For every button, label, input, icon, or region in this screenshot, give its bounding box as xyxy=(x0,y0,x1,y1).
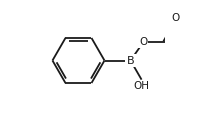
Text: O: O xyxy=(139,37,147,47)
Text: O: O xyxy=(172,13,180,23)
Text: B: B xyxy=(127,56,134,65)
Text: OH: OH xyxy=(134,81,150,91)
